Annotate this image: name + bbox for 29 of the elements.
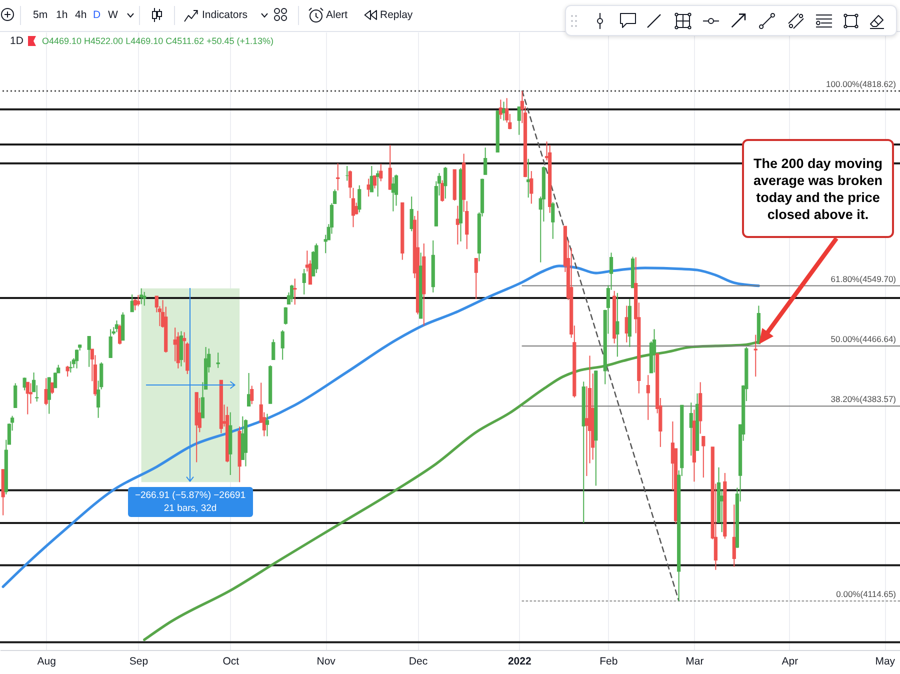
text: W: [108, 9, 118, 21]
band-label: −266.91 (−5.87%) −26691 21 bars, 32d: [134, 489, 246, 516]
series-label: 61.80%(4549.70): [830, 274, 896, 284]
text: 5m: [33, 9, 48, 21]
series-label: 38.20%(4383.57): [830, 394, 896, 404]
label-box: −266.91 (−5.87%) −26691 21 bars, 32d: [128, 487, 253, 518]
x-tick-label: Dec: [408, 656, 428, 668]
text: 1h: [56, 9, 68, 21]
text: 4h: [75, 9, 87, 21]
text: Alert: [326, 9, 348, 21]
x-tick-label: Feb: [600, 656, 618, 668]
x-tick-label: Aug: [37, 656, 56, 668]
chart-title: 1D: [10, 35, 24, 47]
text: D: [93, 9, 101, 21]
ref-line-label: 100.00%(4818.62): [826, 78, 896, 89]
text: Indicators: [202, 9, 248, 21]
series-label: 50.00%(4466.64): [830, 334, 896, 344]
x-tick-label: Nov: [316, 656, 336, 668]
x-tick-label: 2022: [508, 656, 532, 668]
x-tick-label: Mar: [686, 656, 704, 668]
series-label: 0.00%(4114.65): [836, 588, 896, 599]
x-tick-label: May: [875, 656, 896, 668]
chart-subtitle: O4469.10 H4522.00 L4469.10 C4511.62 +50.45 (+1.13%): [42, 36, 274, 46]
x-tick-label: Oct: [222, 656, 240, 668]
annotation: The 200 day moving average was broken today and the price closed above it.: [752, 154, 884, 222]
callout-box: The 200 day moving average was broken today and the price closed above it.: [742, 139, 894, 238]
x-tick-label: Apr: [782, 656, 799, 668]
x-tick-label: Sep: [129, 656, 148, 668]
text: Replay: [380, 9, 413, 21]
